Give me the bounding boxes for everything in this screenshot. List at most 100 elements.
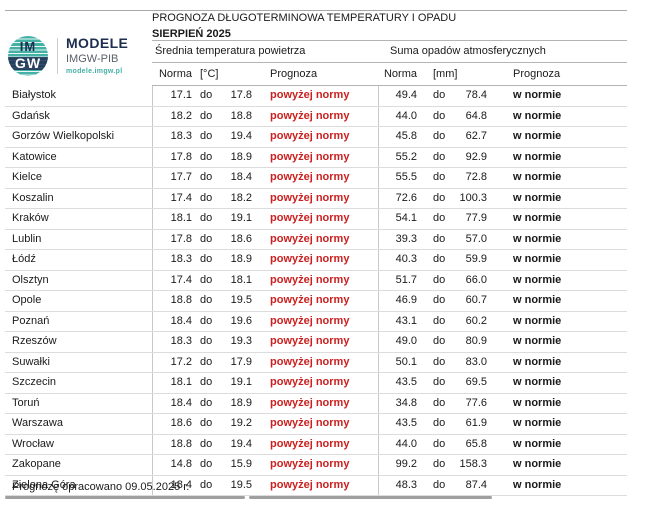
city-name: Zielona Góra: [12, 478, 76, 491]
city-name: Białystok: [12, 89, 57, 101]
temp-norm-min: 18.3: [152, 250, 192, 270]
temp-norm-max: 19.5: [230, 294, 252, 306]
temp-do-label: do: [200, 396, 213, 409]
precip-norm-max: 69.5: [465, 376, 487, 388]
precip-do-label: do: [433, 458, 446, 470]
bottom-scrollbar-right[interactable]: [249, 496, 492, 499]
precip-do-label: do: [433, 130, 446, 142]
precip-do-label: do: [433, 232, 446, 245]
temp-norm-max: 19.1: [230, 212, 252, 224]
temp-do-label: do: [200, 253, 213, 265]
city-name: Opole: [12, 294, 42, 306]
precip-norm-min: 48.3: [378, 475, 417, 495]
temp-do-label: do: [200, 273, 213, 286]
city-name: Wrocław: [12, 437, 54, 450]
logo-text-block: MODELE IMGW-PIB modele.imgw.pl: [66, 36, 128, 75]
precip-norm-min: 39.3: [378, 229, 417, 249]
logo-url-link[interactable]: modele.imgw.pl: [66, 67, 123, 75]
temp-norm-min: 17.4: [152, 188, 192, 208]
table-header: Średnia temperatura powietrza Suma opadó…: [152, 40, 627, 86]
precip-norm-max: 77.6: [465, 396, 487, 409]
city-name: Olsztyn: [12, 273, 49, 286]
city-name: Suwałki: [12, 355, 50, 368]
precip-forecast-status: w normie: [513, 355, 562, 368]
precip-forecast-status: w normie: [513, 417, 562, 429]
temp-do-label: do: [200, 130, 213, 142]
temp-do-label: do: [200, 232, 213, 245]
imgw-globe-icon: IM GW: [8, 36, 48, 76]
logo-letters-gw: GW: [14, 55, 42, 71]
precip-norm-min: 45.8: [378, 127, 417, 147]
logo-divider: [57, 38, 58, 74]
city-name: Warszawa: [12, 417, 63, 429]
table-row: Olsztyn 17.4 do 18.1 powyżej normy 51.7 …: [5, 270, 627, 291]
temp-norm-max: 19.6: [230, 314, 252, 327]
precip-norm-min: 54.1: [378, 209, 417, 229]
precip-norm-min: 49.0: [378, 332, 417, 352]
temp-norm-min: 18.1: [152, 209, 192, 229]
logo-org: IMGW-PIB: [66, 52, 119, 65]
precip-norm-min: 43.5: [378, 414, 417, 434]
precip-norm-min: 55.5: [378, 168, 417, 188]
temp-norm-max: 17.9: [230, 355, 252, 368]
col-header-temp-unit: [°C]: [200, 68, 219, 80]
precip-norm-min: 44.0: [378, 106, 417, 126]
top-divider: [5, 10, 627, 11]
temp-do-label: do: [200, 171, 213, 183]
col-header-precip-norma: Norma: [383, 68, 417, 80]
temp-do-label: do: [200, 89, 213, 101]
temp-norm-min: 17.1: [152, 86, 192, 106]
temp-norm-min: 18.3: [152, 332, 192, 352]
precip-forecast-status: w normie: [513, 109, 562, 122]
temp-norm-max: 19.2: [230, 417, 252, 429]
temp-norm-max: 17.8: [230, 89, 252, 101]
temp-norm-min: 17.7: [152, 168, 192, 188]
logo-band: [8, 57, 48, 70]
temp-norm-min: 17.4: [152, 270, 192, 290]
temp-forecast-status: powyżej normy: [270, 335, 350, 347]
temp-norm-max: 18.9: [230, 253, 252, 265]
table-row: Szczecin 18.1 do 19.1 powyżej normy 43.5…: [5, 373, 627, 394]
precip-norm-max: 59.9: [465, 253, 487, 265]
table-row: Zakopane 14.8 do 15.9 powyżej normy 99.2…: [5, 455, 627, 476]
table-row: Toruń 18.4 do 18.9 powyżej normy 34.8 do…: [5, 393, 627, 414]
city-name: Katowice: [12, 150, 57, 163]
precip-norm-min: 46.9: [378, 291, 417, 311]
bottom-scrollbar-left[interactable]: [5, 496, 245, 499]
temp-forecast-status: powyżej normy: [270, 171, 350, 183]
temp-norm-min: 18.8: [152, 291, 192, 311]
table-row: Opole 18.8 do 19.5 powyżej normy 46.9 do…: [5, 291, 627, 312]
precip-do-label: do: [433, 396, 446, 409]
precip-norm-min: 50.1: [378, 352, 417, 372]
precip-forecast-status: w normie: [513, 191, 562, 204]
temp-forecast-status: powyżej normy: [270, 355, 350, 368]
table-row: Koszalin 17.4 do 18.2 powyżej normy 72.6…: [5, 188, 627, 209]
precip-norm-min: 51.7: [378, 270, 417, 290]
temp-do-label: do: [200, 191, 213, 204]
precip-norm-min: 99.2: [378, 455, 417, 475]
precip-do-label: do: [433, 191, 446, 204]
table-row: Wrocław 18.8 do 19.4 powyżej normy 44.0 …: [5, 434, 627, 455]
temp-norm-max: 18.9: [230, 150, 252, 163]
precip-norm-min: 55.2: [378, 147, 417, 167]
temp-forecast-status: powyżej normy: [270, 376, 350, 388]
precip-forecast-status: w normie: [513, 232, 562, 245]
city-name: Gorzów Wielkopolski: [12, 130, 115, 142]
temp-norm-min: 17.8: [152, 229, 192, 249]
city-name: Koszalin: [12, 191, 54, 204]
table-row: Katowice 17.8 do 18.9 powyżej normy 55.2…: [5, 147, 627, 168]
col-header-precip-prognoza: Prognoza: [513, 68, 561, 80]
city-name: Lublin: [12, 232, 42, 245]
precip-norm-max: 61.9: [465, 417, 487, 429]
precip-forecast-status: w normie: [513, 253, 562, 265]
temp-norm-max: 18.2: [230, 191, 252, 204]
precip-norm-max: 77.9: [465, 212, 487, 224]
group-header-precipitation: Suma opadów atmosferycznych: [390, 45, 546, 57]
temp-norm-min: 18.1: [152, 373, 192, 393]
precip-norm-max: 64.8: [465, 109, 487, 122]
precip-do-label: do: [433, 171, 446, 183]
precip-norm-max: 92.9: [465, 150, 487, 163]
precip-forecast-status: w normie: [513, 294, 562, 306]
precip-do-label: do: [433, 314, 446, 327]
